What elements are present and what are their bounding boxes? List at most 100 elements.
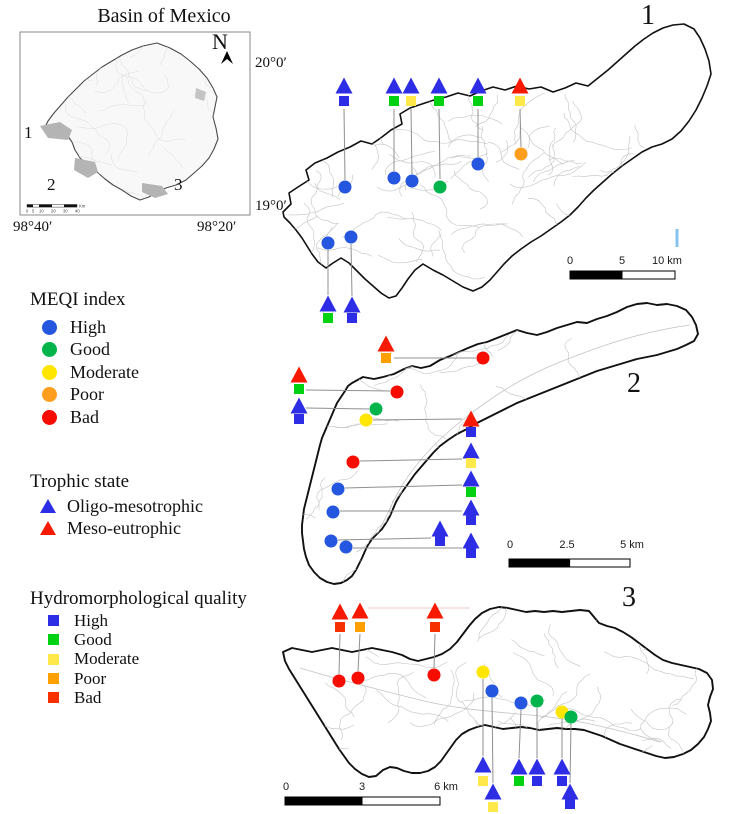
inset-scalebar-tick: 10 <box>39 209 44 214</box>
circle-swatch-icon <box>42 342 57 358</box>
scalebar-filled-half <box>570 271 623 279</box>
map3-markers-layer <box>331 602 579 812</box>
map1-markers-layer <box>319 77 529 323</box>
meqi-circle-marker <box>369 402 383 416</box>
stream-line <box>564 338 583 385</box>
scalebar-filled-half <box>509 559 571 567</box>
meqi-circle-marker <box>433 180 447 194</box>
stream-line <box>478 607 520 639</box>
stream-line <box>498 735 551 747</box>
hydro-square-marker <box>339 96 349 106</box>
stream-line <box>439 361 484 373</box>
stream-line <box>410 692 475 727</box>
stream-line <box>76 123 129 161</box>
trophic-triangle-marker <box>426 602 444 619</box>
stream-line <box>563 112 632 150</box>
stream-line <box>306 477 326 520</box>
stream-line <box>572 387 615 427</box>
stream-line <box>115 53 148 105</box>
stream-line <box>373 364 418 386</box>
legend-item-label: Poor <box>74 668 107 688</box>
stream-line <box>319 153 334 198</box>
meqi-circle-marker <box>344 230 358 244</box>
stream-line <box>437 289 459 298</box>
stream-line <box>527 126 550 148</box>
trophic-triangle-marker <box>462 410 480 427</box>
meqi-circle-marker <box>332 674 346 688</box>
trophic-triangle-marker <box>402 77 420 94</box>
stream-line <box>452 481 466 519</box>
stream-line <box>378 255 423 264</box>
stream-line <box>450 152 489 180</box>
scalebar-tick-label: 3 <box>358 781 366 793</box>
circle-swatch-icon <box>42 319 57 335</box>
sq-swatch-icon <box>48 634 59 646</box>
stream-line <box>630 698 681 730</box>
stream-line <box>296 741 338 777</box>
site-leader-line <box>305 389 391 392</box>
stream-line <box>620 487 627 512</box>
hydro-square-marker <box>435 536 445 546</box>
hydro-square-marker <box>347 313 357 323</box>
meqi-circle-marker <box>514 147 528 161</box>
legend-item-label: High <box>70 316 106 337</box>
stream-line <box>111 154 138 173</box>
inset-scalebar-tick: 5 <box>32 209 35 214</box>
site-leader-line <box>359 458 463 462</box>
stream-line <box>564 93 577 143</box>
hydro-square-marker <box>294 384 304 394</box>
meqi-circle-marker <box>338 180 352 194</box>
sq-swatch-icon <box>48 673 59 685</box>
inset-scalebar-tick: 40 <box>75 209 80 214</box>
trophic-triangle-marker <box>431 520 449 537</box>
stream-line <box>387 217 442 231</box>
trophic-triangle-marker <box>343 296 361 313</box>
legend-item-meso-eutrophic: Meso-eutrophic <box>40 517 203 539</box>
stream-line <box>420 633 461 640</box>
stream-line <box>411 211 425 263</box>
stream-line <box>430 233 443 257</box>
stream-line <box>543 632 559 669</box>
stream-line <box>581 686 601 720</box>
stream-line <box>470 493 536 537</box>
stream-line <box>640 707 687 743</box>
stream-line <box>283 624 301 637</box>
map1-number-label: 1 <box>641 0 655 31</box>
hydro-square-marker <box>488 802 498 812</box>
scalebar-tick-label: 2.5 <box>559 539 575 551</box>
trophic-triangle-marker <box>462 470 480 487</box>
stream-line <box>371 528 424 558</box>
stream-line <box>553 165 581 186</box>
meqi-circle-marker <box>485 684 499 698</box>
stream-line <box>641 737 671 749</box>
hydro-square-marker <box>406 96 416 106</box>
trophic-triangle-marker <box>462 532 480 549</box>
meqi-circle-marker <box>476 351 490 365</box>
trophic-triangle-marker <box>290 397 308 414</box>
stream-line <box>608 182 623 231</box>
stream-line <box>438 230 485 280</box>
meqi-circle-marker <box>351 671 365 685</box>
meqi-circle-marker <box>346 455 360 469</box>
inset-scalebar-unit: Km <box>79 204 86 209</box>
stream-line <box>527 198 558 227</box>
stream-line <box>64 102 110 156</box>
stream-line <box>634 125 646 149</box>
scalebar-filled-half <box>285 797 363 805</box>
main-channel-line <box>299 667 661 743</box>
tri-swatch-icon <box>40 499 56 513</box>
hydro-square-marker <box>473 96 483 106</box>
stream-line <box>385 151 436 176</box>
hydro-square-marker <box>294 414 304 424</box>
stream-line <box>129 43 170 58</box>
stream-line <box>450 223 523 238</box>
stream-line <box>652 607 666 637</box>
legend-item-label: Bad <box>74 687 102 707</box>
meqi-legend-title: MEQI index <box>30 289 126 310</box>
lat-label-top: 20°0′ <box>255 55 287 71</box>
stream-line <box>287 617 346 649</box>
trophic-triangle-marker <box>469 77 487 94</box>
stream-line <box>316 247 373 257</box>
